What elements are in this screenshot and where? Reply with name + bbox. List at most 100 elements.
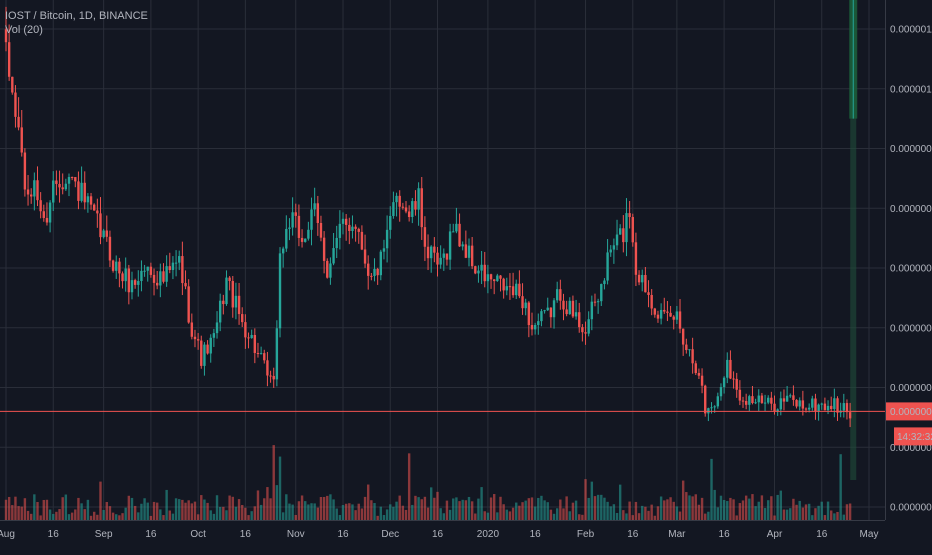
candle-body <box>278 253 282 329</box>
candle-body <box>297 215 301 238</box>
volume-bar <box>42 499 45 520</box>
candle-body <box>222 300 225 305</box>
volume-bar <box>530 497 534 520</box>
candle-body <box>108 236 112 261</box>
candle-body <box>527 302 531 326</box>
candle-body <box>559 289 562 301</box>
volume-bar <box>370 500 373 520</box>
volume-bar <box>562 508 565 520</box>
candle-body <box>212 333 216 338</box>
volume-bar <box>17 506 20 520</box>
volume-bar <box>382 515 386 520</box>
volume-bar <box>326 495 329 520</box>
indicator-legend[interactable]: Vol (20) <box>5 23 148 37</box>
time-axis-label: May <box>860 529 879 540</box>
candle-body <box>618 228 622 235</box>
candle-body <box>275 328 279 380</box>
candle-body <box>52 180 55 203</box>
symbol-name: IOST / Bitcoin <box>5 10 73 22</box>
volume-bar <box>55 511 58 520</box>
candle-body <box>845 403 849 413</box>
volume-bar <box>738 503 742 520</box>
volume-bar <box>266 487 269 520</box>
time-axis-label: 16 <box>432 529 444 540</box>
candle-body <box>29 194 33 197</box>
candle-body <box>89 196 93 205</box>
candle-body <box>407 211 411 218</box>
volume-bar <box>373 503 376 520</box>
candle-body <box>518 283 521 297</box>
candle-body <box>546 307 549 311</box>
candle-body <box>137 281 140 285</box>
volume-bar <box>480 487 483 520</box>
volume-bar <box>159 509 162 520</box>
candle-body <box>744 401 748 405</box>
candle-body <box>496 275 499 282</box>
candle-body <box>499 275 502 279</box>
candle-body <box>814 398 817 412</box>
candle-body <box>33 180 36 197</box>
candle-body <box>348 224 351 232</box>
volume-bar <box>263 498 266 520</box>
candle-body <box>552 300 556 318</box>
candle-body <box>250 334 253 339</box>
volume-bar <box>130 497 134 520</box>
volume-bar <box>250 511 253 520</box>
volume-bar <box>521 502 524 520</box>
volume-bar <box>152 501 156 520</box>
volume-bar <box>162 515 165 520</box>
volume-bar <box>231 496 234 520</box>
candle-body <box>149 266 153 275</box>
time-axis-label: Nov <box>287 529 305 540</box>
candle-body <box>795 399 798 407</box>
volume-bar <box>294 514 297 520</box>
time-axis[interactable]: Aug 16 Sep 16 Oct 16 Nov 16 Dec 16 2020 16 Feb 16 Mar 1… <box>0 529 878 540</box>
price-axis-label: 0.00000100 <box>890 84 932 95</box>
time-axis-label: 16 <box>145 529 157 540</box>
candle-body <box>716 396 720 407</box>
candle-body <box>370 275 373 277</box>
candle-body <box>294 212 297 216</box>
volume-bar <box>247 515 250 520</box>
volume-bar <box>744 495 748 520</box>
volume-bar <box>11 505 14 520</box>
volume-bar <box>149 515 153 520</box>
candle-body <box>234 295 238 308</box>
volume-bar <box>313 503 316 520</box>
volume-bar <box>518 505 521 520</box>
candle-body <box>474 266 477 274</box>
volume-bar <box>568 511 571 520</box>
candle-body <box>335 237 338 249</box>
candle-body <box>685 344 688 351</box>
volume-bar <box>669 497 672 520</box>
volume-bar <box>593 496 597 520</box>
candle-body <box>83 182 86 203</box>
symbol-legend[interactable]: IOST / Bitcoin, 1D, BINANCE <box>5 10 148 22</box>
volume-bar <box>184 502 187 520</box>
volume-bar <box>785 509 789 520</box>
volume-bar <box>376 515 379 520</box>
volume-bar <box>697 504 701 520</box>
volume-bar <box>275 485 279 520</box>
volume-bar <box>719 495 723 520</box>
candle-body <box>420 188 423 228</box>
volume-bar <box>385 509 389 520</box>
candle-body <box>628 213 631 218</box>
candle-body <box>77 181 80 201</box>
volume-bar <box>193 501 197 520</box>
candle-body <box>14 92 17 117</box>
candle-body <box>168 266 171 271</box>
candle-body <box>713 406 716 408</box>
candle-body <box>159 271 162 286</box>
price-axis[interactable]: 0.00000110 0.00000100 0.00000090 0.00000080… <box>886 25 932 514</box>
volume-bar <box>398 495 401 520</box>
volume-bar <box>477 498 480 520</box>
volume-bar <box>678 511 682 520</box>
candle-body <box>669 312 672 317</box>
volume-bar <box>140 503 143 520</box>
candle-body <box>606 252 609 281</box>
candle-body <box>782 398 786 402</box>
price-axis-label: 0.00000080 <box>890 204 932 215</box>
